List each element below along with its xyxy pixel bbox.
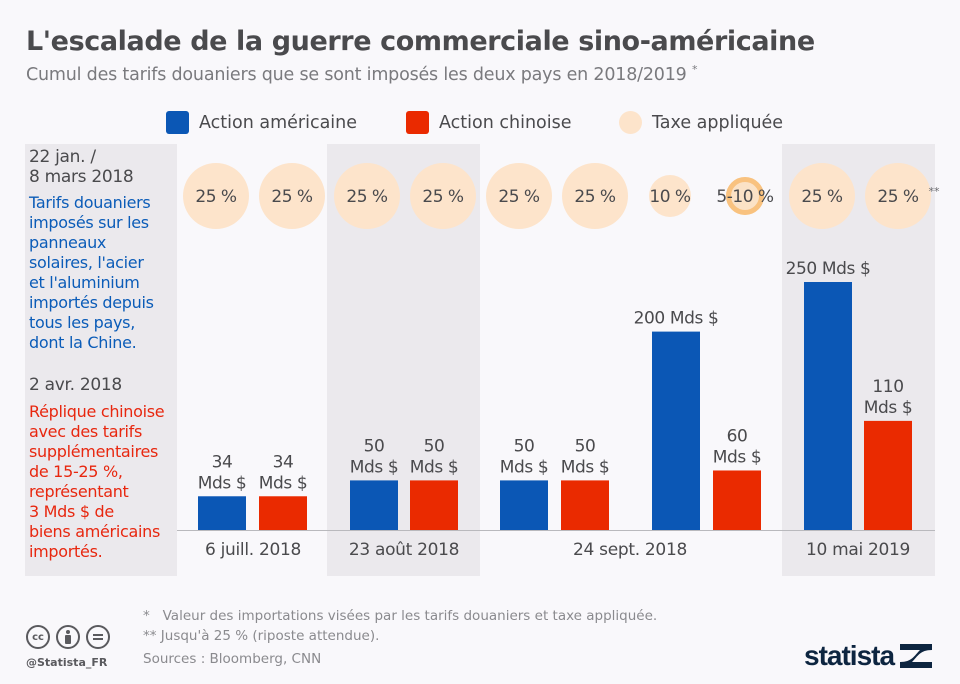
twitter-handle: @Statista_FR [26,656,108,669]
data-label: 50 [575,436,596,456]
statista-logo: statista [804,640,933,672]
tax-circle [183,163,249,229]
sources: Sources : Bloomberg, CNN [143,651,322,667]
tax-circle [649,175,691,217]
data-label: Mds $ [350,457,399,477]
legend-item-taxe-appliquee: Taxe appliquée [619,111,783,134]
data-label: 50 [514,436,535,456]
tax-circle-ring [726,177,764,215]
note-text-china: Réplique chinoise avec des tarifs supplé… [29,402,165,561]
bar-china [410,480,458,530]
tax-label: 25 % [801,187,843,207]
legend-item-action-americaine: Action américaine [166,111,357,134]
statista-logo-icon [900,644,933,668]
bar-china [259,496,307,530]
tax-circle [726,177,764,215]
legend-label: Action chinoise [439,112,572,133]
cc-icon: cc [26,625,50,649]
tax-circle [259,163,325,229]
bar-us [350,480,398,530]
tax-footnote-mark: ** [929,185,941,198]
bar-us [804,282,852,530]
nd-icon [86,625,110,649]
x-tick-label: 23 août 2018 [349,540,459,560]
bar-us [198,496,246,530]
tax-label: 25 % [271,187,313,207]
data-label: Mds $ [500,457,549,477]
tax-label: 25 % [877,187,919,207]
side-notes-panel [25,144,177,576]
x-tick-label: 24 sept. 2018 [573,540,687,560]
data-label: 34 [212,452,233,472]
by-icon [56,625,80,649]
tax-label: 25 % [574,187,616,207]
x-tick-label: 10 mai 2019 [806,540,910,560]
legend-label: Action américaine [199,112,358,133]
x-tick-label: 6 juill. 2018 [205,540,301,560]
data-label: Mds $ [561,457,610,477]
bar-china [561,480,609,530]
note-date-2: 2 avr. 2018 [29,375,122,395]
tax-circle [789,163,855,229]
tax-label: 25 % [195,187,237,207]
bar-us [500,480,548,530]
data-label: 60 [727,426,748,446]
data-label: Mds $ [259,473,308,493]
legend: Action américaine Action chinoise Taxe a… [0,111,960,135]
tax-circle [562,163,628,229]
bar-china [864,420,912,530]
bar-us [652,331,700,530]
tax-label: 25 % [498,187,540,207]
legend-swatch-blue [166,111,189,134]
bar-china [713,470,761,530]
tax-label: 5-10 % [716,187,773,207]
tax-label: 10 % [649,187,691,207]
tax-circle [486,163,552,229]
note-date-1: 22 jan. / 8 mars 2018 [29,147,134,187]
chart-title: L'escalade de la guerre commerciale sino… [26,26,815,57]
footnotes: * Valeur des importations visées par les… [143,608,658,644]
subtitle-footnote-mark: * [691,63,698,76]
legend-item-action-chinoise: Action chinoise [406,111,572,134]
tax-circle [334,163,400,229]
tax-circle [410,163,476,229]
brand-name: statista [804,640,895,671]
chart-subtitle: Cumul des tarifs douaniers que se sont i… [26,63,698,85]
data-label: 200 Mds $ [634,309,719,329]
data-label: Mds $ [410,457,459,477]
tax-label: 25 % [346,187,388,207]
note-text-us: Tarifs douaniers imposés sur les panneau… [29,193,154,352]
legend-swatch-red [406,111,429,134]
data-label: 50 [364,436,385,456]
license-icons: cc [26,625,110,649]
data-label: 110 [872,377,903,397]
subtitle-text: Cumul des tarifs douaniers que se sont i… [26,64,687,85]
data-label: 34 [273,452,294,472]
data-label: 50 [424,436,445,456]
data-label: Mds $ [864,398,913,418]
data-label: Mds $ [198,473,247,493]
tax-label: 25 % [422,187,464,207]
tax-circle [865,163,931,229]
legend-label: Taxe appliquée [652,112,784,133]
data-label: 250 Mds $ [786,259,871,279]
legend-swatch-circle [619,111,642,134]
data-label: Mds $ [713,447,762,467]
